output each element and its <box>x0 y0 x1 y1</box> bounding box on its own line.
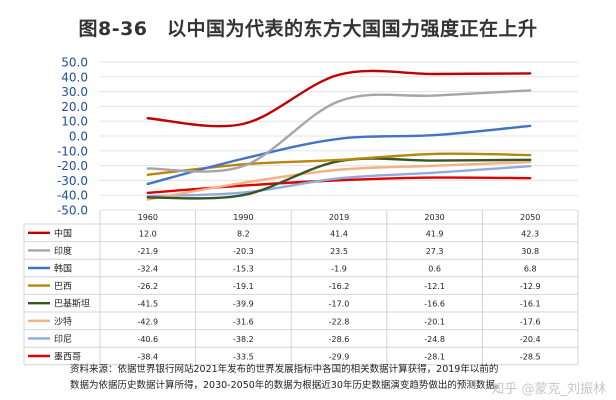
data-label: -20.3 <box>233 247 254 256</box>
y-tick-label: -20.0 <box>57 159 88 173</box>
data-label: -39.9 <box>233 300 254 309</box>
legend-label: 印度 <box>54 245 72 257</box>
legend-label: 中国 <box>54 227 72 239</box>
legend-label: 印尼 <box>54 333 72 345</box>
series-line <box>146 176 532 195</box>
series-line <box>146 89 532 173</box>
legend-label: 韩国 <box>54 263 72 275</box>
data-label: -28.5 <box>520 353 541 362</box>
series-line <box>146 69 532 128</box>
y-tick-label: -50.0 <box>57 204 88 218</box>
legend-label: 巴西 <box>54 281 72 292</box>
data-label: -28.1 <box>424 353 445 362</box>
legend-label: 巴基斯坦 <box>54 298 90 310</box>
data-label: -20.1 <box>424 317 445 326</box>
data-label: 42.3 <box>521 229 539 238</box>
data-label: -40.6 <box>137 335 158 344</box>
data-label: -41.5 <box>137 300 158 309</box>
data-label: -38.4 <box>137 353 158 362</box>
y-tick-label: 30.0 <box>61 85 88 99</box>
data-label: -19.1 <box>233 282 254 291</box>
series-line <box>146 160 532 201</box>
grid-layer <box>100 61 578 211</box>
data-label: -33.5 <box>233 353 254 362</box>
y-axis: 50.040.030.020.010.00.0-10.0-20.0-30.0-4… <box>57 56 88 218</box>
watermark: 知乎 @蒙克_刘振林 <box>491 382 606 397</box>
x-tick-label: 1960 <box>138 213 158 222</box>
data-label: -16.1 <box>520 300 541 309</box>
data-label: 41.4 <box>330 229 348 238</box>
source-note-line-2: 数据为依据历史数据计算所得，2030-2050年的数据为根据近30年历史数据演变… <box>70 380 505 391</box>
data-label: 12.0 <box>139 229 157 238</box>
data-label: -1.9 <box>331 265 347 274</box>
x-tick-label: 2050 <box>520 213 540 222</box>
legend-label: 墨西哥 <box>54 352 81 363</box>
y-tick-label: -10.0 <box>57 144 88 158</box>
y-tick-label: 10.0 <box>61 115 88 129</box>
data-label: -12.9 <box>520 282 541 291</box>
data-label: -31.6 <box>233 317 254 326</box>
series-line <box>146 164 532 198</box>
data-label: -22.8 <box>329 317 350 326</box>
source-note-line-1: 资料来源：依据世界银行网站2021年发布的世界发展指标中各国的相关数据计算获得，… <box>70 364 499 375</box>
data-label: -12.1 <box>424 282 445 291</box>
data-label: -29.9 <box>329 353 350 362</box>
data-label: 27.3 <box>426 247 444 256</box>
chart-title: 图8-36 以中国为代表的东方大国国力强度正在上升 <box>78 18 538 40</box>
legend-label: 沙特 <box>54 315 72 327</box>
source-note: 资料来源：依据世界银行网站2021年发布的世界发展指标中各国的相关数据计算获得，… <box>70 362 610 394</box>
data-label: -16.6 <box>424 300 445 309</box>
data-label: 41.9 <box>426 229 444 238</box>
data-label: -42.9 <box>137 317 158 326</box>
data-label: -20.4 <box>520 335 541 344</box>
data-label: 23.5 <box>330 247 348 256</box>
series-line <box>146 124 532 186</box>
data-label: 30.8 <box>521 247 539 256</box>
data-label: -16.2 <box>329 282 350 291</box>
data-label: 0.6 <box>428 265 441 274</box>
y-tick-label: 0.0 <box>69 130 88 144</box>
data-label: -26.2 <box>137 282 158 291</box>
data-label: -21.9 <box>137 247 158 256</box>
data-label: 8.2 <box>237 229 250 238</box>
series-layer <box>146 69 532 201</box>
data-label: -38.2 <box>233 335 254 344</box>
y-tick-label: -40.0 <box>57 189 88 203</box>
x-tick-label: 2030 <box>424 213 444 222</box>
y-tick-label: 20.0 <box>61 100 88 114</box>
y-tick-label: 50.0 <box>61 56 88 70</box>
data-label: -15.3 <box>233 265 254 274</box>
data-label: -17.6 <box>520 317 541 326</box>
x-tick-label: 2019 <box>329 213 349 222</box>
x-tick-label: 1990 <box>233 213 253 222</box>
data-table: 1960 1990 2019 2030 2050 中国 12.0 8.2 41.4 41.9 42.… <box>23 210 579 366</box>
data-label: -28.6 <box>329 335 350 344</box>
y-tick-label: -30.0 <box>57 174 88 188</box>
data-label: 6.8 <box>524 265 537 274</box>
data-label: -32.4 <box>137 265 158 274</box>
y-tick-label: 40.0 <box>61 70 88 84</box>
data-label: -24.8 <box>424 335 445 344</box>
data-label: -17.0 <box>329 300 350 309</box>
